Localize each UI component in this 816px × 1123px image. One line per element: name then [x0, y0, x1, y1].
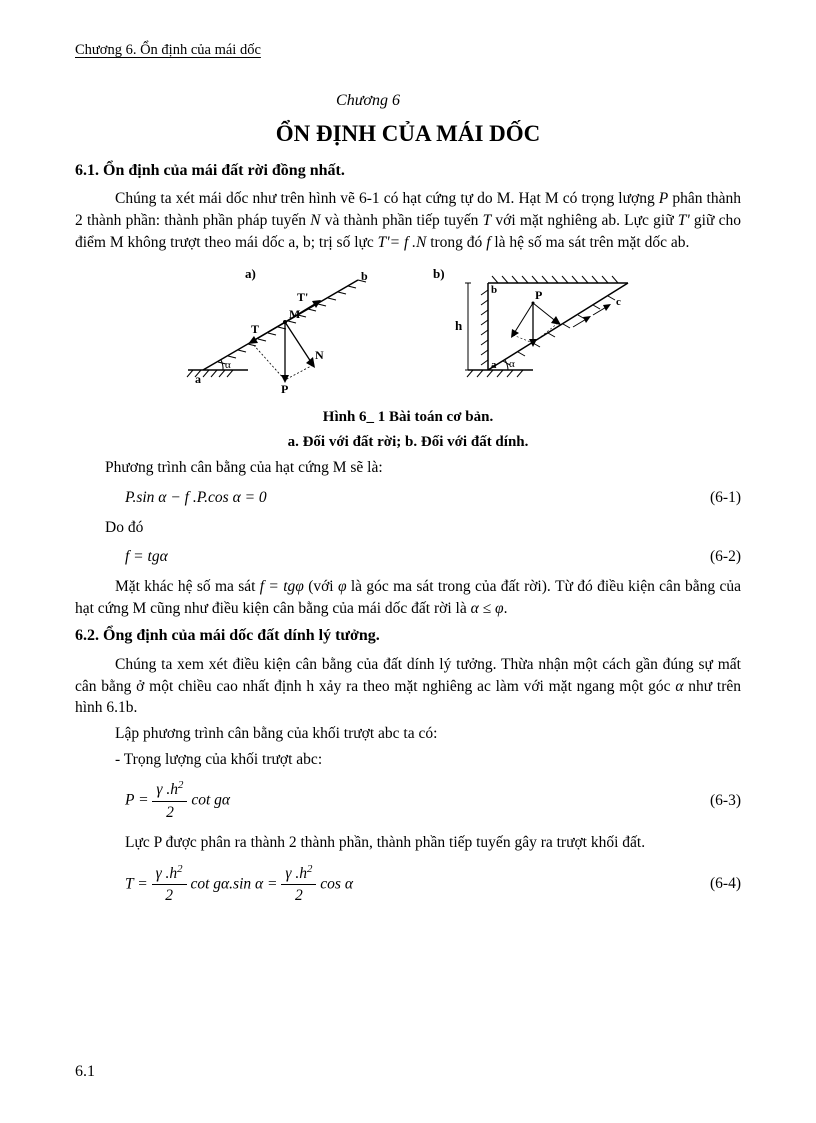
section-6-2-heading: 6.2. Ổng định của mái dốc đất dính lý tư… — [75, 625, 741, 647]
label-a-marker: a) — [245, 266, 256, 281]
section-6-1-heading: 6.1. Ổn định của mái đất rời đồng nhất. — [75, 160, 741, 182]
eq-content: T = γ .h22 cot gα.sin α = γ .h22 cos α — [125, 862, 681, 908]
text: (với — [304, 578, 338, 595]
label-N: N — [315, 348, 324, 362]
eq-number: (6-4) — [681, 873, 741, 895]
figure-caption-1: Hình 6_ 1 Bài toán cơ bản. — [75, 407, 741, 428]
label-P-b: P — [535, 288, 542, 302]
section-6-1-para4: Mặt khác hệ số ma sát f = tgφ (với φ là … — [75, 576, 741, 619]
page-header: Chương 6. Ổn định của mái dốc — [75, 40, 741, 60]
text: Chúng ta xem xét điều kiện cân bằng của … — [75, 656, 741, 695]
equation-6-2: f = tgα (6-2) — [125, 546, 741, 568]
section-6-1-para3: Do đó — [105, 517, 741, 539]
section-6-2-para1: Chúng ta xem xét điều kiện cân bằng của … — [75, 654, 741, 719]
text: là hệ số ma sát trên mặt dốc ab. — [491, 234, 690, 251]
label-alpha: α — [225, 359, 231, 371]
label-b-marker: b) — [433, 266, 445, 281]
label-c-b: c — [616, 296, 621, 308]
equation-6-3: P = γ .h22 cot gα (6-3) — [125, 778, 741, 824]
chapter-title: ỔN ĐỊNH CỦA MÁI DỐC — [75, 118, 741, 150]
label-Tp: T' — [297, 290, 308, 304]
figure-b-svg: b) h — [423, 265, 643, 395]
text: trong đó — [426, 234, 486, 251]
text: và thành phần tiếp tuyến — [321, 212, 483, 229]
eq-content: f = tgα — [125, 546, 681, 568]
figure-a-svg: a) b a α M P — [173, 265, 383, 395]
section-6-2-para4: Lực P được phân ra thành 2 thành phần, t… — [75, 832, 741, 854]
eq-number: (6-3) — [681, 790, 741, 812]
section-6-2-para2: Lập phương trình cân bằng của khối trượt… — [75, 723, 741, 745]
section-6-1-para1: Chúng ta xét mái dốc như trên hình vẽ 6-… — [75, 188, 741, 253]
label-b-b: b — [491, 284, 497, 296]
label-T: T — [251, 322, 259, 336]
label-alpha-b: α — [509, 358, 515, 370]
page-number: 6.1 — [75, 1061, 95, 1083]
text: . — [504, 600, 508, 617]
figure-6-1: a) b a α M P — [75, 265, 741, 395]
eq-content: P.sin α − f .P.cos α = 0 — [125, 487, 681, 509]
section-6-2-para3: - Trọng lượng của khối trượt abc: — [75, 749, 741, 771]
section-6-1-para2: Phương trình cân bằng của hạt cứng M sẽ … — [105, 457, 741, 479]
label-a-b: a — [491, 359, 497, 371]
equation-6-1: P.sin α − f .P.cos α = 0 (6-1) — [125, 487, 741, 509]
eq-number: (6-1) — [681, 487, 741, 509]
text: Mặt khác hệ số ma sát — [115, 578, 260, 595]
label-P: P — [281, 382, 288, 395]
eq-number: (6-2) — [681, 546, 741, 568]
label-h: h — [455, 318, 463, 333]
eq-content: P = γ .h22 cot gα — [125, 778, 681, 824]
figure-caption-2: a. Đối với đất rời; b. Đối với đất dính. — [75, 432, 741, 453]
chapter-label: Chương 6 — [0, 90, 741, 112]
text: với mặt nghiêng ab. Lực giữ — [491, 212, 678, 229]
equation-6-4: T = γ .h22 cot gα.sin α = γ .h22 cos α (… — [125, 862, 741, 908]
text: Chúng ta xét mái dốc như trên hình vẽ 6-… — [115, 190, 659, 207]
